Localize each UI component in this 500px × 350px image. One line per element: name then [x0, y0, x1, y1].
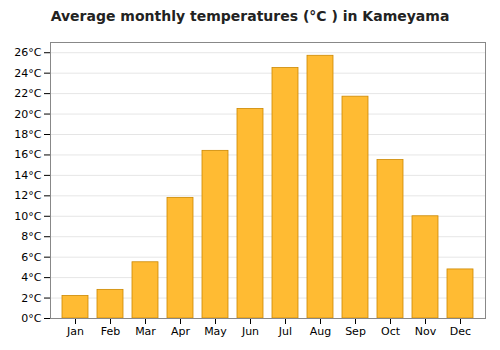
- svg-text:26°C: 26°C: [14, 46, 41, 59]
- svg-text:4°C: 4°C: [21, 271, 41, 284]
- svg-text:Jul: Jul: [278, 325, 292, 338]
- svg-text:22°C: 22°C: [14, 87, 41, 100]
- svg-text:Feb: Feb: [101, 325, 120, 338]
- svg-text:20°C: 20°C: [14, 108, 41, 121]
- svg-text:24°C: 24°C: [14, 67, 41, 80]
- svg-text:Oct: Oct: [381, 325, 401, 338]
- svg-text:6°C: 6°C: [21, 251, 41, 264]
- svg-text:Apr: Apr: [171, 325, 191, 338]
- svg-text:12°C: 12°C: [14, 189, 41, 202]
- svg-text:May: May: [204, 325, 227, 338]
- svg-text:10°C: 10°C: [14, 210, 41, 223]
- svg-text:Nov: Nov: [415, 325, 437, 338]
- svg-text:18°C: 18°C: [14, 128, 41, 141]
- svg-text:2°C: 2°C: [21, 292, 41, 305]
- svg-text:Jun: Jun: [241, 325, 259, 338]
- svg-text:0°C: 0°C: [21, 312, 41, 325]
- svg-text:16°C: 16°C: [14, 148, 41, 161]
- svg-text:Jan: Jan: [66, 325, 84, 338]
- svg-text:Sep: Sep: [345, 325, 366, 338]
- svg-text:14°C: 14°C: [14, 169, 41, 182]
- html-text:Average monthly temperatures (: Average monthly temperatures (°C ) in Ka…: [50, 8, 450, 24]
- svg-text:Mar: Mar: [135, 325, 156, 338]
- svg-text:8°C: 8°C: [21, 230, 41, 243]
- svg-text:Dec: Dec: [450, 325, 471, 338]
- svg-text:Aug: Aug: [310, 325, 331, 338]
